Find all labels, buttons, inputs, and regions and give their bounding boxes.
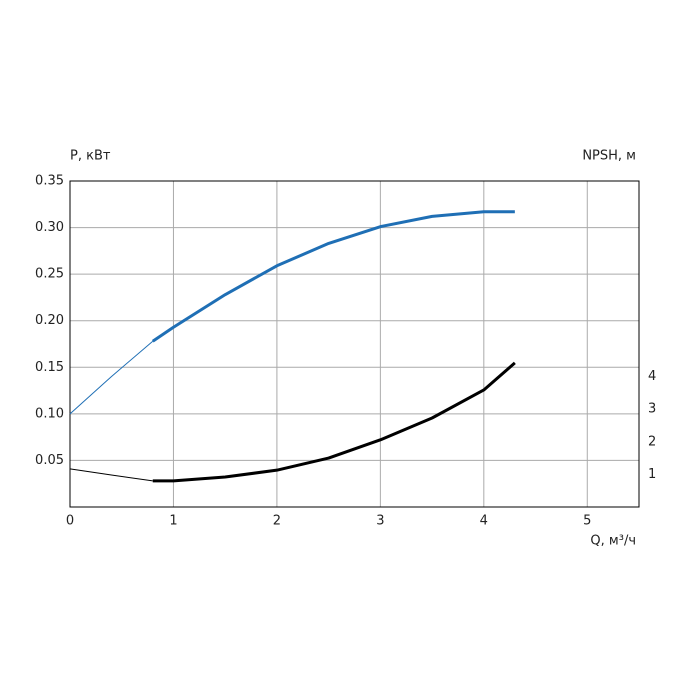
y-tick-label: 0.25 [35,267,64,282]
x-tick-label: 2 [273,514,281,529]
y-tick-label: 0.15 [35,360,64,375]
curve [69,340,154,415]
y2-tick-label: 2 [648,434,656,449]
y2-axis-label: NPSH, м [582,149,636,164]
y2-tick-label: 4 [648,369,656,384]
y-tick-label: 0.35 [35,174,64,189]
x-tick-label: 1 [169,514,177,529]
curve [69,468,153,482]
y-tick-label: 0.20 [35,313,64,328]
y-tick-label: 0.05 [35,453,64,468]
x-tick-label: 3 [376,514,384,529]
y-tick-label: 0.30 [35,220,64,235]
x-tick-label: 5 [583,514,591,529]
y-tick-label: 0.10 [35,406,64,421]
x-axis-label: Q, м³/ч [590,534,636,549]
plot-frame [69,180,640,508]
curve [151,210,515,343]
y2-tick-label: 3 [648,402,656,417]
y2-tick-label: 1 [648,467,656,482]
curve [152,361,516,483]
y-axis-label: P, кВт [70,149,111,164]
x-tick-label: 4 [480,514,488,529]
x-tick-label: 0 [66,514,74,529]
